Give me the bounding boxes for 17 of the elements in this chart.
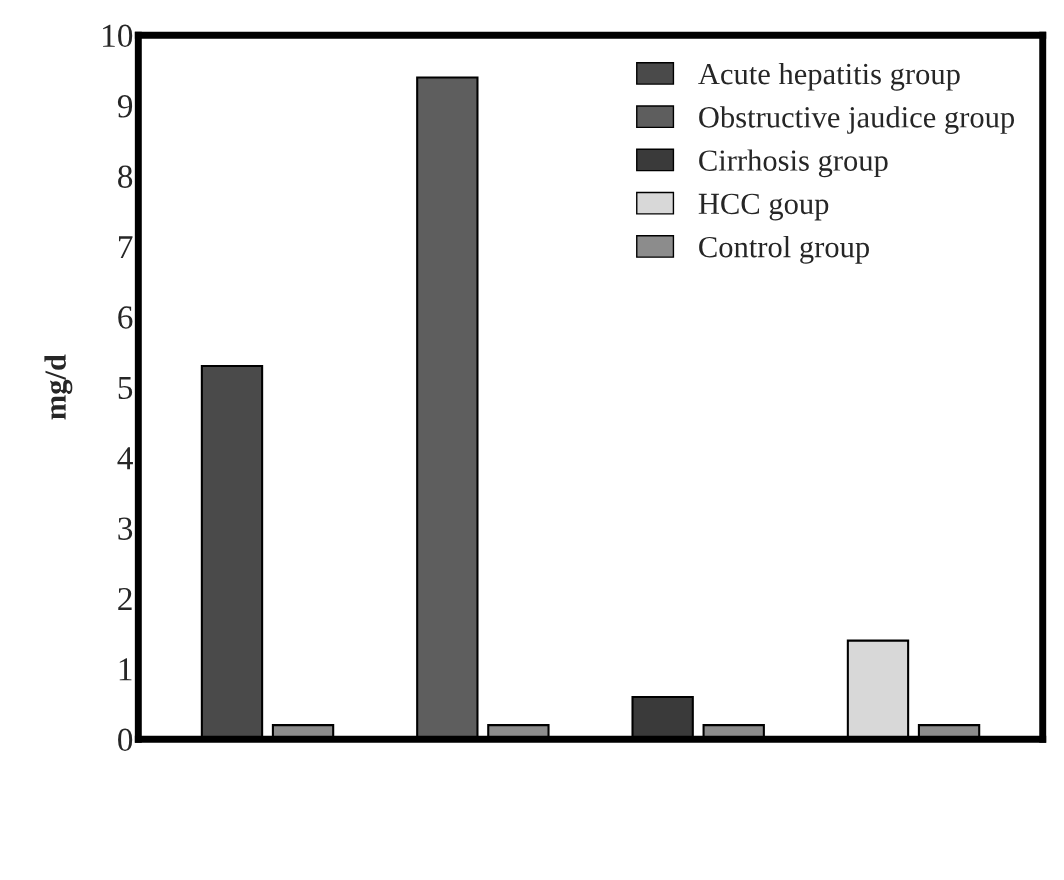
y-tick-label: 6 bbox=[118, 306, 133, 329]
legend-label: Cirrhosis group bbox=[699, 149, 888, 178]
y-tick-label: 2 bbox=[118, 587, 132, 610]
legend-label: HCC goup bbox=[698, 193, 829, 221]
y-tick-label: 3 bbox=[118, 517, 133, 540]
legend-label: Control group bbox=[699, 235, 869, 264]
legend-label: Acute hepatitis group bbox=[698, 62, 960, 91]
y-tick-label: 1 bbox=[119, 658, 132, 681]
y-tick-label: 10 bbox=[103, 24, 133, 48]
y-tick-label: 9 bbox=[117, 95, 133, 118]
y-tick-label: 4 bbox=[117, 447, 133, 470]
y-tick-label: 0 bbox=[118, 728, 133, 752]
y-axis-title: mg/d bbox=[44, 354, 73, 420]
y-tick-label: 8 bbox=[118, 165, 133, 188]
y-tick-label: 5 bbox=[118, 376, 133, 400]
y-tick-label: 7 bbox=[118, 236, 133, 258]
legend-label: Obstructive jaudice group bbox=[699, 106, 1015, 134]
